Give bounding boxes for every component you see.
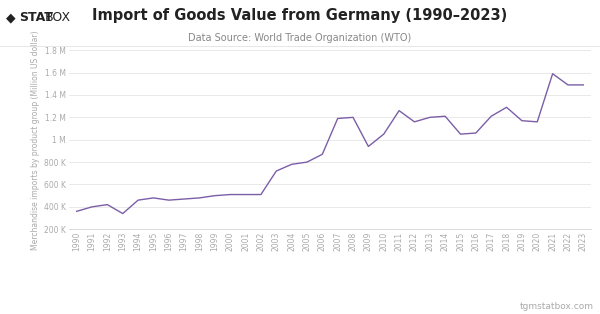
Text: ◆: ◆ [6,11,16,24]
Text: Data Source: World Trade Organization (WTO): Data Source: World Trade Organization (W… [188,33,412,43]
Text: BOX: BOX [45,11,71,24]
Text: Import of Goods Value from Germany (1990–2023): Import of Goods Value from Germany (1990… [92,8,508,23]
Y-axis label: Merchandise imports by product group (Million US dollar): Merchandise imports by product group (Mi… [31,30,40,250]
Text: tgmstatbox.com: tgmstatbox.com [520,302,594,311]
Text: STAT: STAT [19,11,53,24]
